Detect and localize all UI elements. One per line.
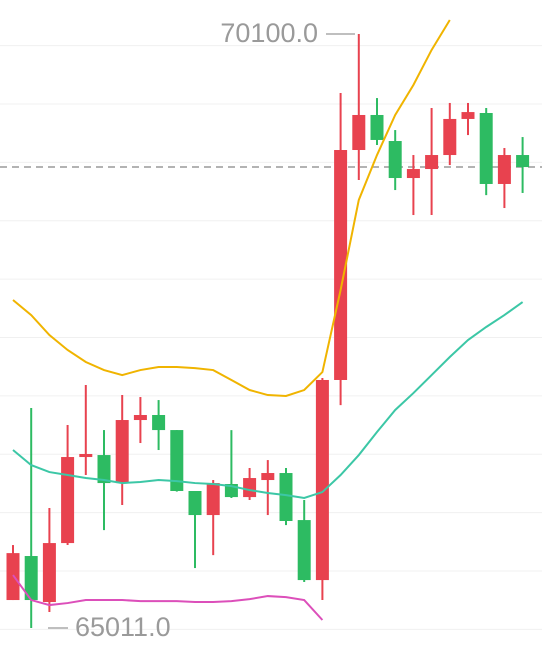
annotation-label: 70100.0 xyxy=(220,18,318,48)
candle-body xyxy=(497,155,511,184)
candle-body xyxy=(243,478,257,498)
indicator-line xyxy=(12,301,524,500)
candle-body xyxy=(61,457,75,544)
candle-body xyxy=(370,114,384,140)
candle-body xyxy=(42,543,56,603)
candle-body xyxy=(443,118,457,156)
candle-body xyxy=(206,483,220,516)
annotation-label: 65011.0 xyxy=(75,612,171,642)
candle-body xyxy=(297,520,311,581)
candle-body xyxy=(115,420,129,484)
candle-body xyxy=(425,155,439,170)
candle-body xyxy=(388,141,402,179)
indicator-line xyxy=(12,19,451,397)
candle-body xyxy=(279,473,293,522)
candle-body xyxy=(461,112,475,119)
candle-body xyxy=(315,379,329,581)
candle-body xyxy=(170,430,184,492)
candle-body xyxy=(24,556,38,601)
candle-body xyxy=(334,150,348,380)
indicator-line xyxy=(12,574,324,621)
candle-body xyxy=(79,453,93,458)
candle-body xyxy=(188,491,202,516)
candle-body xyxy=(133,415,147,421)
candle-body xyxy=(152,415,166,431)
candle-body xyxy=(352,114,366,151)
candle-body xyxy=(406,169,420,179)
candle-body xyxy=(97,455,111,484)
candle-body xyxy=(261,473,275,481)
candle-body xyxy=(479,113,493,184)
candle-body xyxy=(516,155,530,168)
